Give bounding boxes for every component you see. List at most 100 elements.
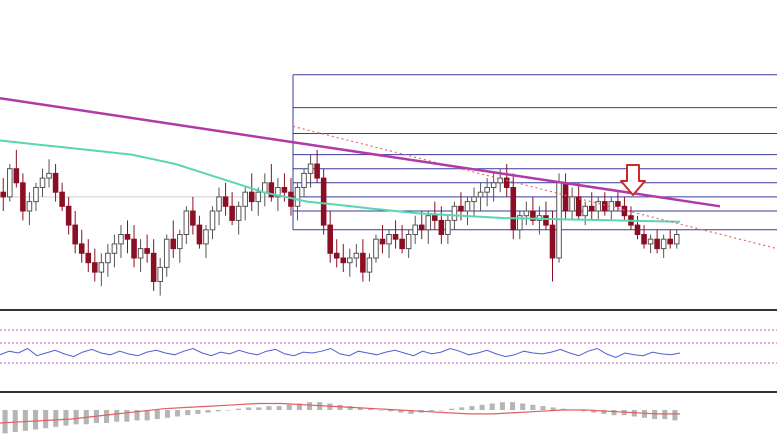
- macd-bar: [408, 410, 414, 414]
- candle-body: [477, 191, 484, 198]
- candle-body: [72, 224, 78, 245]
- macd-bar: [73, 410, 79, 425]
- candle-body: [575, 196, 582, 217]
- candle-body: [39, 177, 46, 189]
- candle-body: [235, 205, 242, 221]
- candle-body: [222, 196, 229, 207]
- candle-body: [275, 187, 281, 198]
- candle-body: [327, 224, 333, 254]
- candle-body: [654, 238, 660, 250]
- candle-body: [615, 201, 621, 207]
- candle-body: [118, 234, 124, 245]
- macd-bar: [672, 410, 678, 421]
- macd-bar: [43, 410, 49, 429]
- bearish-trend-line: [0, 96, 721, 208]
- macd-bar: [347, 406, 353, 410]
- candle-body: [268, 182, 275, 198]
- macd-bar: [286, 404, 292, 410]
- candle-body: [157, 266, 163, 282]
- candle-body: [98, 262, 105, 273]
- candle-body: [124, 234, 131, 240]
- candle-body: [137, 248, 144, 259]
- macd-bar: [175, 410, 181, 417]
- sma-line: [0, 139, 681, 223]
- candle-body: [503, 177, 510, 189]
- macd-bar: [489, 403, 495, 410]
- candle-body: [183, 210, 190, 235]
- macd-bar: [469, 406, 475, 410]
- macd-bar: [510, 402, 516, 410]
- macd-bar: [2, 410, 8, 434]
- rsi-panel: [0, 329, 777, 393]
- candle-body: [111, 243, 118, 254]
- candle-body: [353, 252, 360, 259]
- candle-body: [170, 238, 177, 250]
- macd-bar: [12, 410, 18, 433]
- candle-body: [7, 168, 13, 198]
- candle-body: [242, 191, 248, 207]
- candle-body: [543, 215, 549, 226]
- macd-bar: [449, 408, 455, 410]
- macd-bar: [134, 410, 140, 421]
- candle-body: [229, 205, 235, 221]
- macd-bar: [337, 404, 343, 410]
- macd-bar: [164, 410, 170, 418]
- candle-body: [209, 210, 216, 231]
- candle-body: [471, 196, 477, 203]
- macd-bar: [560, 408, 566, 410]
- candle-body: [150, 252, 157, 283]
- macd-bar: [235, 408, 242, 410]
- candle-body: [190, 210, 196, 226]
- candle-body: [484, 187, 490, 193]
- candle-body: [641, 234, 647, 245]
- macd-bar: [357, 407, 363, 410]
- macd-bar: [591, 410, 597, 413]
- candle-body: [163, 238, 170, 268]
- candle-body: [294, 187, 301, 207]
- macd-bar: [438, 410, 445, 411]
- macd-bar: [307, 402, 313, 410]
- down-arrow-icon: [620, 164, 646, 196]
- candle-body: [418, 224, 425, 231]
- candle-body: [673, 234, 680, 245]
- candle-body: [255, 191, 262, 203]
- macd-bar: [641, 410, 648, 418]
- macd-bar: [53, 410, 59, 427]
- candle-body: [0, 191, 7, 198]
- macd-bar: [114, 410, 120, 422]
- candle-body: [667, 238, 673, 245]
- candle-body: [432, 215, 438, 221]
- candle-body: [634, 224, 641, 236]
- dotted-trend-line: [292, 125, 777, 250]
- candle-body: [105, 252, 111, 264]
- macd-bar: [144, 410, 150, 421]
- candle-body: [530, 210, 536, 221]
- macd-bar: [266, 406, 272, 410]
- macd-bar: [398, 410, 404, 413]
- candle-body: [412, 224, 418, 236]
- candle-body: [216, 196, 222, 212]
- macd-bar: [256, 407, 262, 410]
- candle-body: [20, 182, 26, 212]
- macd-bar: [63, 410, 69, 426]
- candle-body: [26, 201, 33, 212]
- macd-panel: [0, 402, 680, 434]
- candle-body: [523, 210, 530, 217]
- candle-body: [497, 177, 503, 184]
- candle-body: [59, 191, 65, 207]
- candle-body: [445, 219, 451, 235]
- candle-body: [562, 182, 569, 212]
- candle-body: [92, 262, 98, 273]
- candle-body: [281, 187, 288, 193]
- rsi-line: [0, 347, 681, 359]
- candle-body: [196, 224, 203, 245]
- macd-bar: [652, 410, 658, 420]
- candle-body: [131, 238, 137, 259]
- candle-body: [360, 252, 366, 273]
- candle-body: [144, 248, 150, 254]
- candle-body: [660, 238, 667, 250]
- candle-body: [85, 252, 92, 264]
- macd-bar: [154, 410, 160, 420]
- candle-body: [13, 168, 20, 184]
